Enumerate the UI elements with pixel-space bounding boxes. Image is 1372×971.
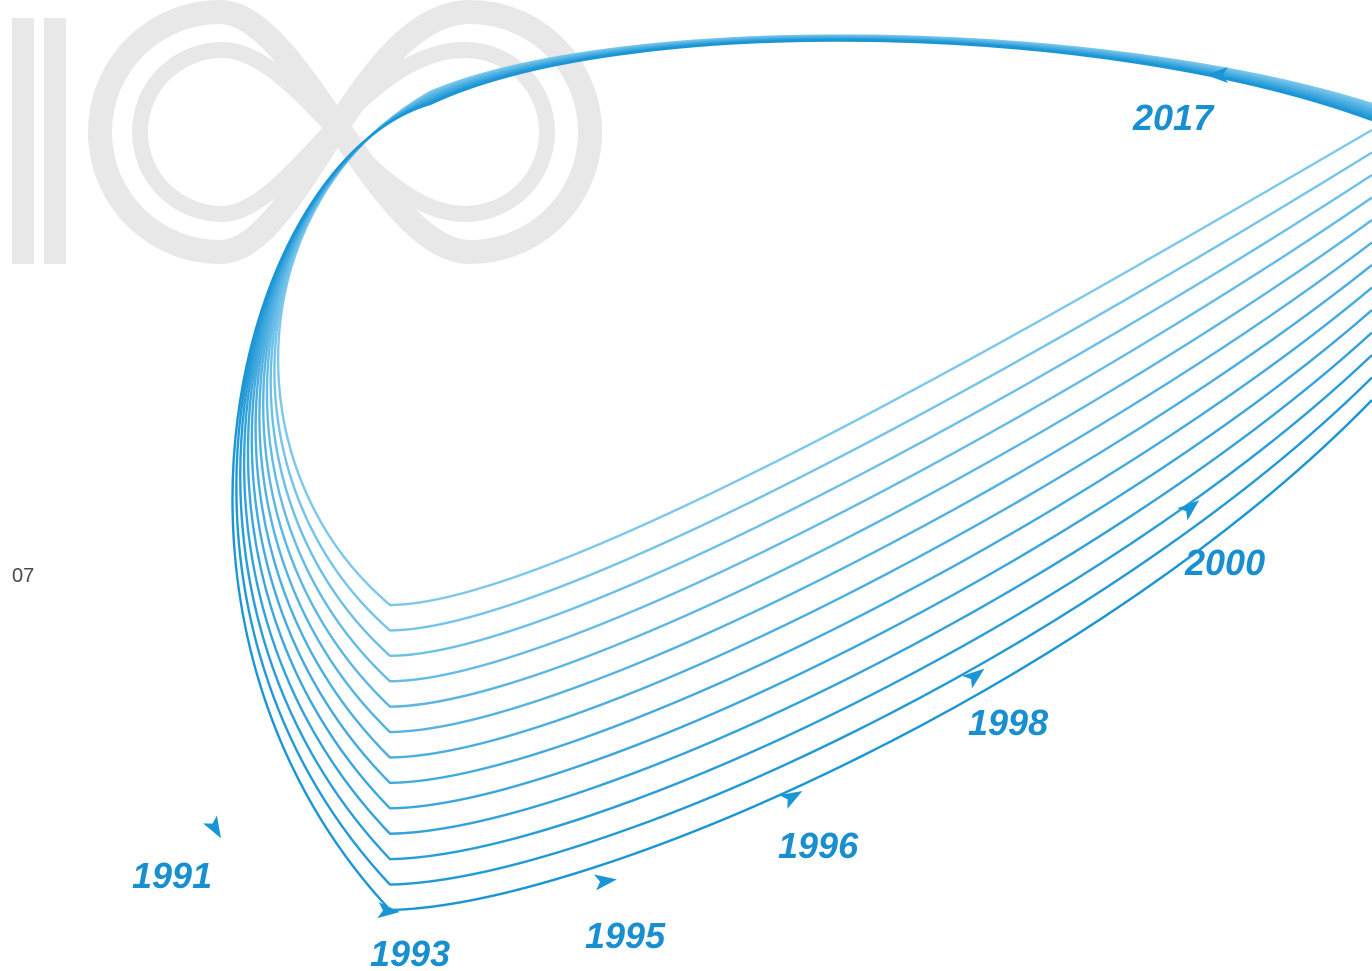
trajectory-lines — [231, 34, 1372, 912]
trajectory-line — [254, 36, 1372, 759]
trajectory-line — [239, 38, 1372, 861]
direction-arrow — [203, 815, 221, 839]
trajectory-line — [231, 39, 1372, 912]
trajectory-line — [246, 37, 1372, 810]
page-number: 07 — [12, 565, 35, 587]
direction-arrow — [962, 668, 985, 689]
logo-infinity-inner — [132, 41, 555, 223]
trajectory-line — [235, 38, 1372, 886]
year-label-1991: 1991 — [132, 855, 212, 896]
year-label-1995: 1995 — [585, 915, 666, 956]
direction-arrow — [593, 874, 617, 891]
direction-arrow — [779, 791, 803, 809]
trajectory-arrows — [203, 67, 1228, 919]
year-label-2000: 2000 — [1184, 542, 1265, 583]
year-label-2017: 2017 — [1132, 97, 1215, 138]
year-label-1998: 1998 — [968, 702, 1048, 743]
direction-arrow — [1177, 500, 1200, 521]
direction-arrow — [1206, 67, 1228, 83]
trajectory-line — [242, 38, 1372, 835]
year-label-1996: 1996 — [778, 825, 859, 866]
logo-infinity-outer — [88, 0, 602, 265]
brand-logo-mark — [12, 0, 602, 265]
trajectory-line — [250, 37, 1372, 785]
year-label-1993: 1993 — [370, 933, 450, 971]
direction-arrow — [377, 902, 400, 919]
logo-bar-right — [44, 18, 66, 264]
logo-bar-left — [12, 18, 34, 264]
